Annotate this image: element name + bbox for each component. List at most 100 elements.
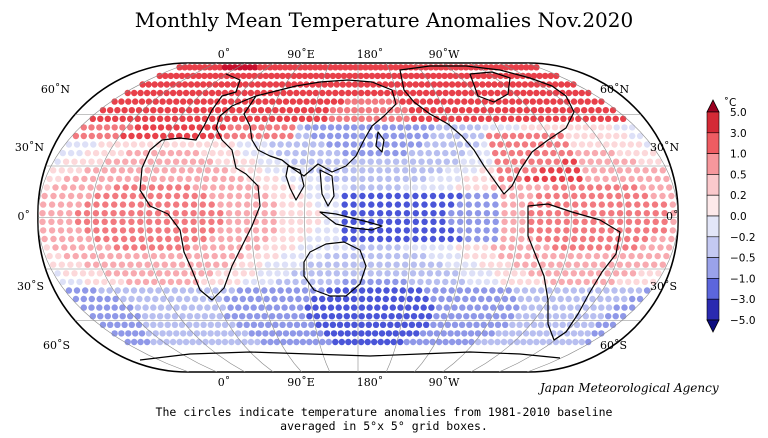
anomaly-dot [465,210,473,217]
anomaly-dot [169,89,177,97]
anomaly-dot [403,210,411,217]
anomaly-dot [282,330,290,337]
anomaly-dot [157,107,164,114]
anomaly-dot [560,244,568,251]
anomaly-dot [520,304,528,311]
anomaly-dot [604,158,611,165]
anomaly-dot [392,158,400,165]
lon-label-top-0: 0˚ [218,48,231,61]
anomaly-dot [648,184,655,191]
anomaly-dot [505,124,512,131]
anomaly-dot [234,338,242,346]
anomaly-dot [225,278,233,286]
anomaly-dot [336,107,344,114]
anomaly-dot [207,132,215,140]
anomaly-dot [481,98,488,105]
anomaly-dot [533,132,540,140]
anomaly-dot [89,313,97,320]
anomaly-dot [579,270,586,277]
colorbar-segment [706,174,720,196]
anomaly-dot [451,124,458,131]
anomaly-dot [225,218,233,225]
anomaly-dot [120,235,128,243]
anomaly-dot [415,107,423,114]
anomaly-dot [181,201,189,208]
anomaly-dot [537,313,545,320]
anomaly-dot [337,64,344,71]
anomaly-dot [613,184,620,191]
anomaly-dot [157,124,165,131]
anomaly-dot [109,149,116,157]
anomaly-dot [368,210,375,217]
anomaly-dot [207,330,214,337]
anomaly-dot [144,132,151,140]
anomaly-dot [473,107,480,114]
anomaly-dot [620,313,627,320]
anomaly-dot [585,89,592,97]
anomaly-dot [266,158,273,165]
anomaly-dot [481,89,488,97]
anomaly-dot [350,295,358,303]
anomaly-dot [235,227,242,234]
anomaly-dot [159,330,166,337]
anomaly-dot [546,141,553,148]
anomaly-dot [491,72,499,80]
anomaly-dot [464,184,471,191]
anomaly-dot [188,124,196,131]
anomaly-dot [306,115,313,123]
anomaly-dot [275,278,283,286]
anomaly-dot [241,64,249,71]
anomaly-dot [376,235,384,243]
anomaly-dot [67,261,74,268]
anomaly-dot [541,295,548,303]
anomaly-dot [130,287,138,294]
anomaly-dot [444,107,451,114]
anomaly-dot [536,227,543,234]
anomaly-dot [350,235,357,243]
anomaly-dot [650,235,657,243]
anomaly-dot [243,210,251,217]
anomaly-dot [394,227,402,234]
anomaly-dot [590,261,598,268]
anomaly-dot [485,313,492,320]
anomaly-dot [609,107,617,114]
anomaly-dot [456,141,463,148]
anomaly-dot [315,184,322,191]
anomaly-dot [312,124,319,131]
anomaly-dot [454,81,462,88]
anomaly-dot [268,313,276,320]
anomaly-dot [465,192,472,200]
anomaly-dot [87,244,94,251]
anomaly-dot [192,149,200,157]
anomaly-dot [409,270,417,277]
anomaly-dot [199,218,206,225]
anomaly-dot [620,115,627,123]
anomaly-dot [261,141,268,148]
anomaly-dot [139,141,146,148]
anomaly-dot [163,287,170,294]
coast-asia [243,79,397,177]
anomaly-dot [267,338,274,346]
anomaly-dot [117,278,125,286]
anomaly-dot [300,321,308,328]
anomaly-dot [611,287,618,294]
anomaly-dot [325,270,332,277]
anomaly-dot [489,141,496,148]
anomaly-dot [513,124,520,131]
anomaly-dot [176,338,183,346]
anomaly-dot [441,72,448,80]
anomaly-dot [131,338,138,346]
anomaly-dot [375,278,382,286]
anomaly-dot [69,184,77,191]
anomaly-dot [59,235,66,243]
anomaly-dot [182,338,190,346]
anomaly-dot [633,167,641,174]
anomaly-dot [502,321,509,328]
anomaly-dot [103,235,110,243]
anomaly-dot [467,64,475,71]
anomaly-dot [619,287,626,294]
anomaly-dot [472,287,480,294]
anomaly-dot [55,252,62,260]
anomaly-dot [128,295,135,303]
anomaly-dot [376,261,383,268]
